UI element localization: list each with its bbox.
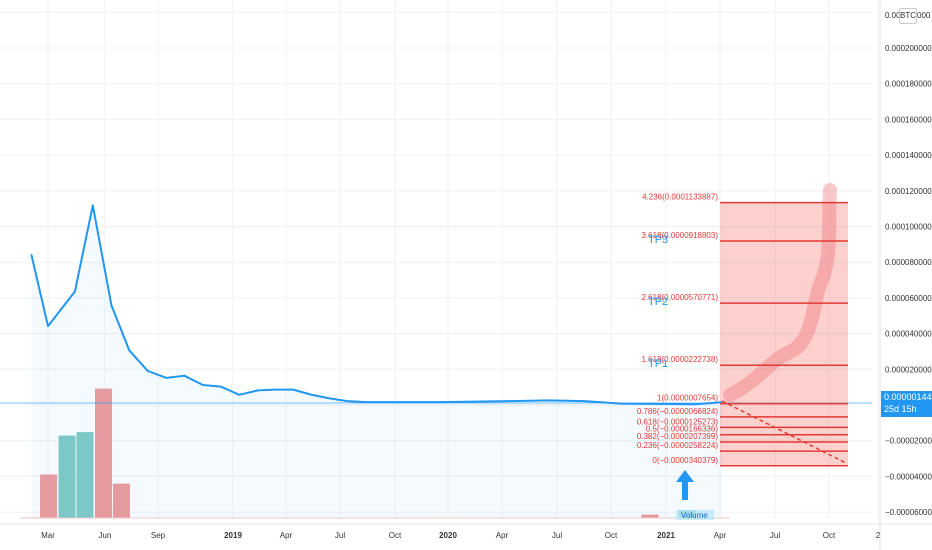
fib-extension-zone[interactable] (720, 202, 848, 466)
time-tick-label: Apr (496, 531, 509, 540)
tp-label: TP2 (648, 296, 668, 308)
volume-bar (112, 483, 130, 518)
price-tick-label: 0.00 (885, 11, 901, 20)
price-tick-label: 000 (917, 11, 931, 20)
volume-label: Volume (681, 511, 708, 520)
projection-path[interactable] (721, 183, 847, 464)
tp-label: TP1 (648, 358, 668, 370)
price-tick-label: 0.0000200000 (885, 365, 932, 374)
price-tick-label: −0.0000600000 (885, 508, 932, 517)
time-tick-label: Oct (605, 531, 618, 540)
time-tick-label: Oct (389, 531, 402, 540)
fib-level-label: 0.236(−0.0000258224) (637, 441, 719, 450)
price-axis[interactable]: 0.0002000000 0.0001800000 0.0001600000 0.00… (879, 0, 932, 550)
fib-level-label: 0.5(−0.0000166336) (646, 425, 719, 434)
time-tick-label: Mar (41, 531, 55, 540)
time-tick-label: Oct (823, 531, 836, 540)
bar-countdown: 25d 15h (884, 404, 917, 414)
price-tick-label: −0.0000400000 (885, 472, 932, 481)
time-axis[interactable]: Mar Jun Sep 2019 Apr Jul Oct 2020 Apr Jul Oct 2021 A… (0, 523, 932, 540)
volume-histogram (20, 388, 730, 519)
volume-label-box (676, 510, 714, 520)
projection-curve[interactable] (723, 183, 837, 402)
price-tick-label: 0.0000400000 (885, 330, 932, 339)
current-price-badge: 0.0000014490 25d 15h (881, 391, 932, 417)
fib-level-label: 0.618(−0.0000125273) (637, 417, 719, 426)
time-tick-label: Jun (99, 531, 112, 540)
volume-bar (40, 474, 57, 518)
price-tick-label: −0.0000200000 (885, 437, 932, 446)
price-area-fill (31, 205, 722, 518)
time-tick-label: 2019 (224, 531, 242, 540)
price-tick-label: 0.0001600000 (885, 115, 932, 124)
price-tick-label: 0.0001200000 (885, 187, 932, 196)
time-tick-label: Jul (552, 531, 562, 540)
time-tick-label: Jul (770, 531, 780, 540)
time-tick-label: 2021 (657, 531, 675, 540)
projection-dashed-line[interactable] (721, 400, 847, 464)
chart-overlays: Volume (676, 470, 714, 520)
fib-zone-fill[interactable] (720, 202, 848, 466)
volume-bar (76, 432, 94, 518)
price-tick-label: 0.0001800000 (885, 80, 932, 89)
currency-label[interactable]: BTC (899, 8, 917, 24)
price-tick-label: 0.0002000000 (885, 44, 932, 53)
time-tick-label: Apr (714, 531, 727, 540)
volume-bar (58, 435, 76, 518)
time-tick-label: Sep (151, 531, 166, 540)
up-arrow-icon (676, 470, 694, 500)
fib-level-label: 3.618(0.0000918803) (641, 231, 718, 240)
volume-bar (641, 514, 659, 518)
volume-bar (95, 388, 113, 518)
time-tick-label: Jul (335, 531, 345, 540)
fib-level-label: 0.786(−0.0000066824) (637, 407, 719, 416)
fib-level-label: 0.382(−0.0000207399) (637, 432, 719, 441)
time-tick-label: 2020 (439, 531, 457, 540)
price-line (30, 204, 722, 406)
price-tick-label: 0.0001400000 (885, 151, 932, 160)
fib-level-label: 0(−0.0000340379) (652, 456, 718, 465)
price-tick-label: 0.0001000000 (885, 223, 932, 232)
time-tick-label: 2 (876, 531, 881, 540)
current-price-value: 0.0000014490 (884, 392, 932, 402)
fib-level-label: 2.618(0.0000570771) (641, 293, 718, 302)
price-tick-label: 0.0000800000 (885, 258, 932, 267)
time-tick-label: Apr (280, 531, 293, 540)
tp-label: TP3 (648, 234, 668, 246)
fib-level-label: 1.618(0.0000222738) (641, 355, 718, 364)
fib-level-lines[interactable]: 4.236(0.0001133887) 3.618(0.0000918803) 2.… (637, 193, 848, 467)
price-tick-label: 0.0000600000 (885, 294, 932, 303)
fib-level-label: 1(0.0000007654) (657, 394, 718, 403)
fib-level-label: 4.236(0.0001133887) (642, 193, 718, 202)
